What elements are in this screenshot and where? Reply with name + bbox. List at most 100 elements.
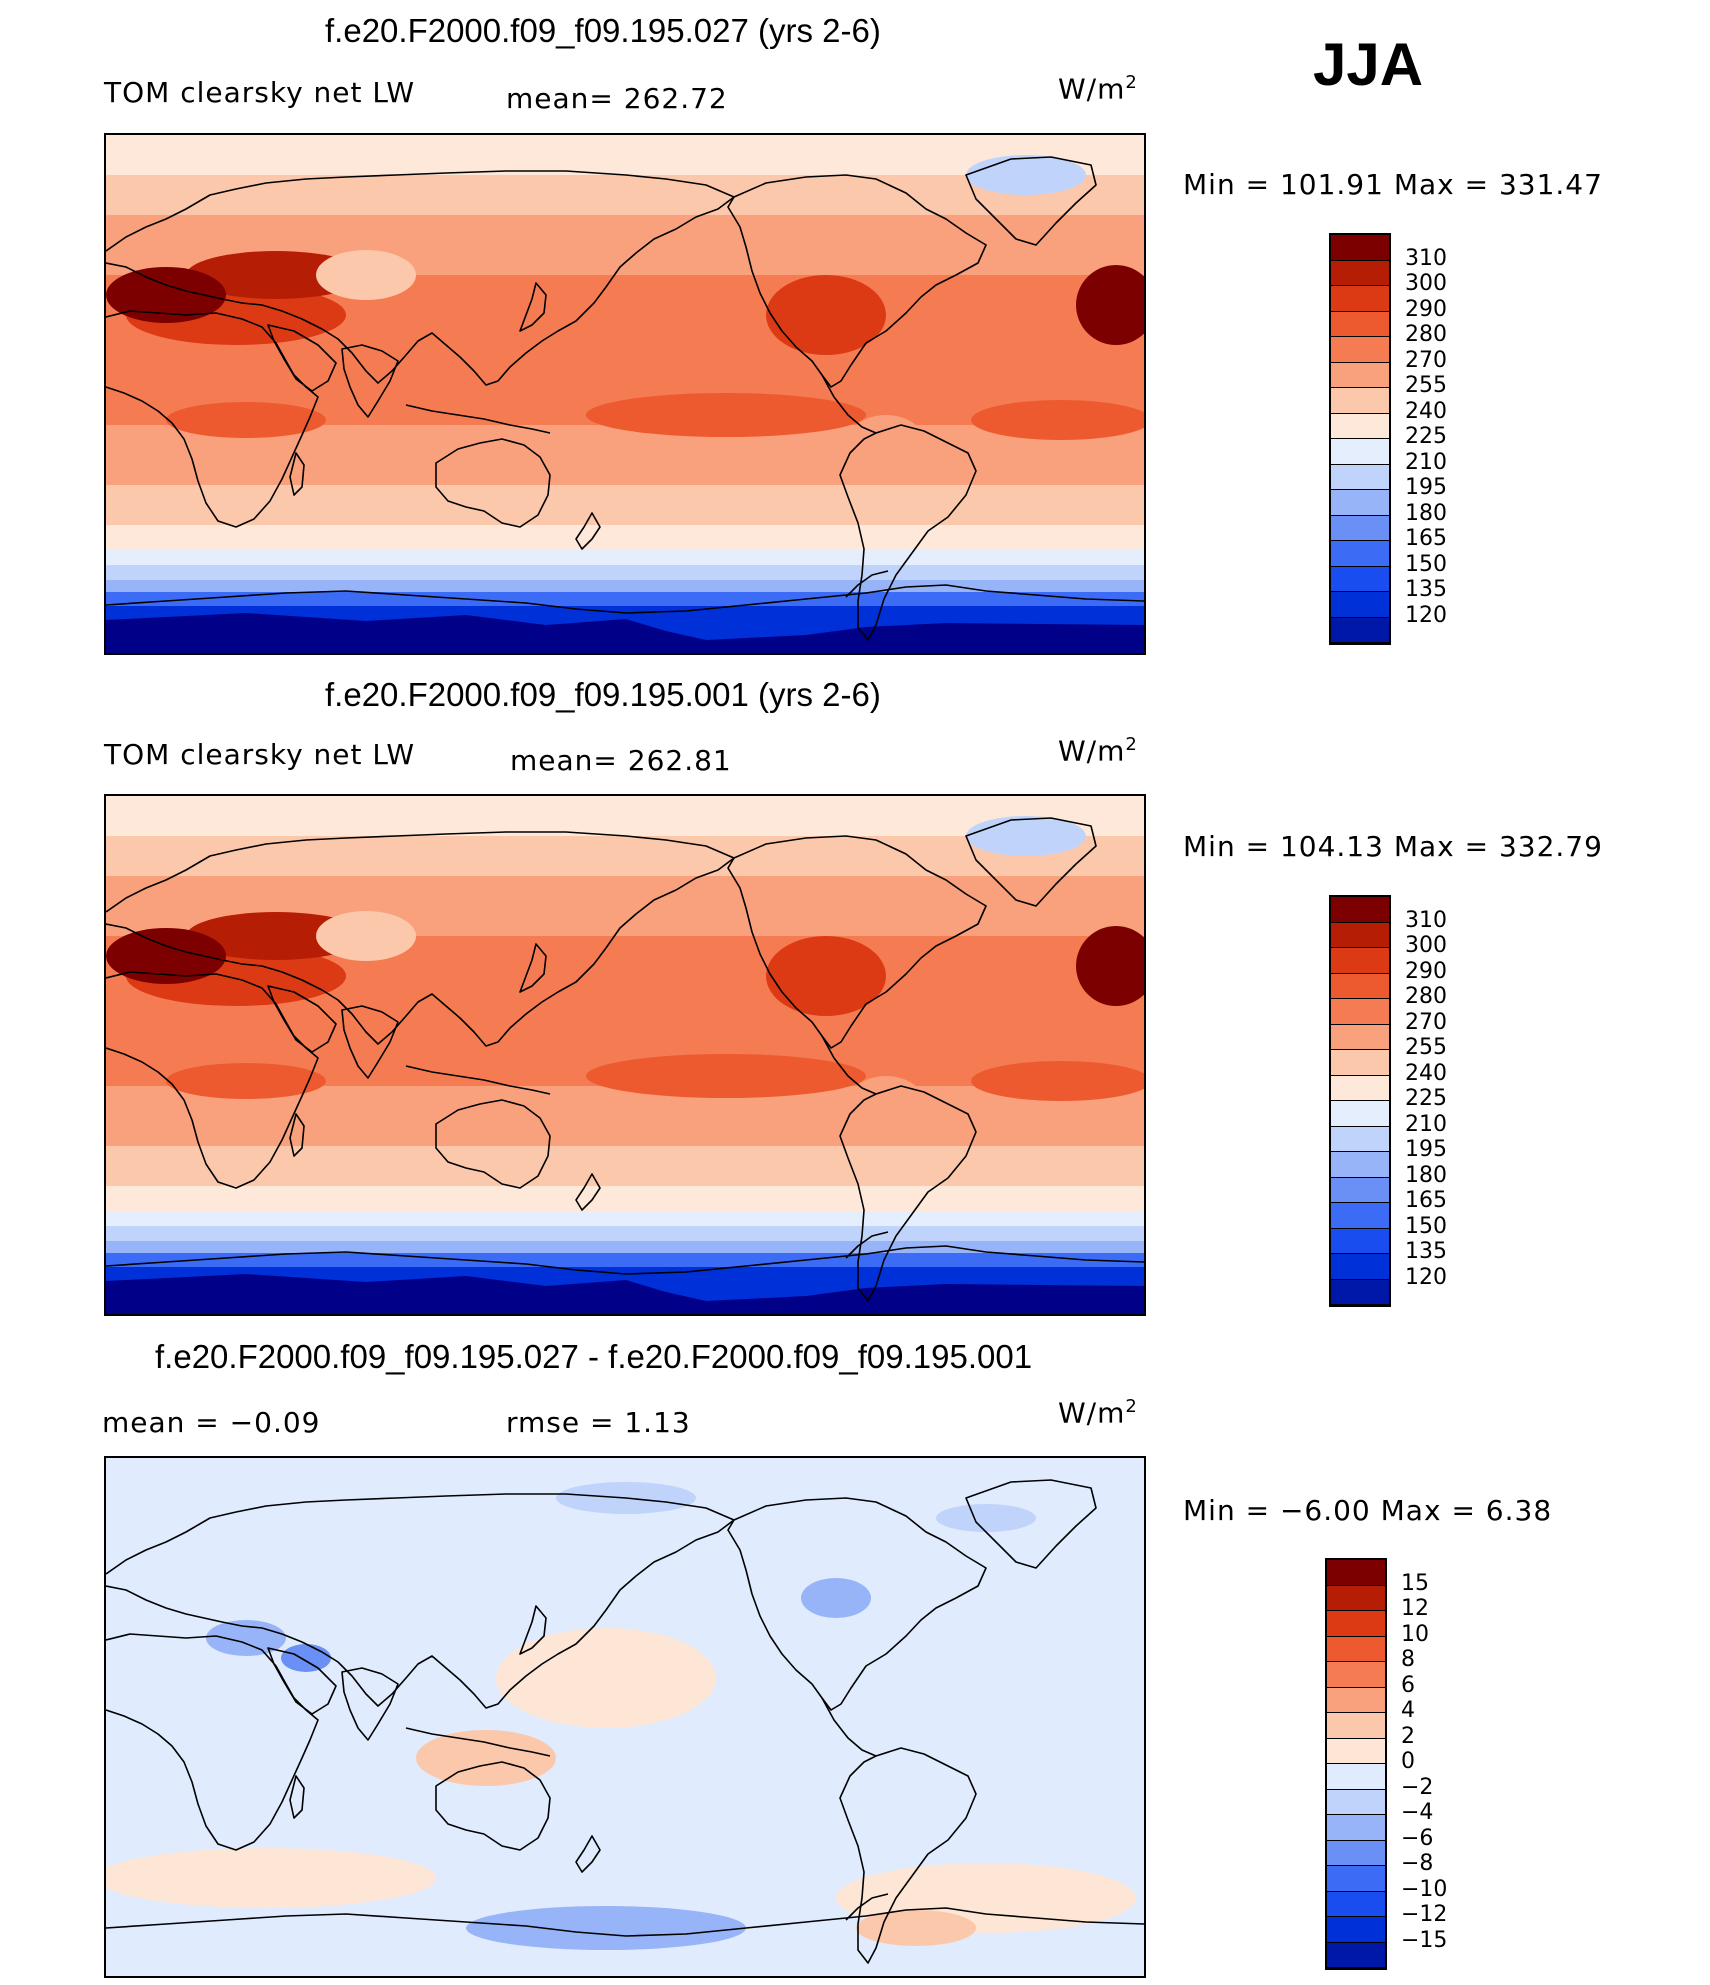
colorbar-box xyxy=(1327,1917,1385,1943)
colorbar-tick-label: 300 xyxy=(1405,933,1447,958)
coastline-arabia xyxy=(267,324,337,392)
colorbar-tick-label: 290 xyxy=(1405,958,1447,984)
field-band-polar-4 xyxy=(106,1253,1144,1267)
colorbar-box xyxy=(1327,1560,1385,1586)
panel-2-map-field xyxy=(106,796,1144,1314)
colorbar-tick-label: 300 xyxy=(1405,271,1447,296)
panel-3-map-field xyxy=(106,1458,1144,1976)
colorbar-tick-label: −12 xyxy=(1401,1902,1448,1927)
panel-3-mean-label: mean = −0.09 xyxy=(102,1406,321,1439)
coastline-newzealand xyxy=(575,1835,601,1873)
colorbar-tick-label: 120 xyxy=(1405,1264,1447,1290)
colorbar-box xyxy=(1327,1789,1385,1815)
panel-1-variable-label: TOM clearsky net LW xyxy=(104,76,416,109)
panel-1-min-max: Min = 101.91 Max = 331.47 xyxy=(1183,168,1603,201)
colorbar-tick-label: 270 xyxy=(1405,1009,1447,1035)
field-region-tibet xyxy=(316,911,416,961)
colorbar-tick-label: −2 xyxy=(1401,1774,1434,1800)
field-region-southern-negative xyxy=(466,1906,746,1950)
field-region-indian-warm xyxy=(166,402,326,438)
panel-2-units: W/m2 xyxy=(1058,734,1138,768)
colorbar-tick-label: 120 xyxy=(1405,602,1447,628)
coastline-madagascar xyxy=(289,1113,305,1157)
colorbar-box xyxy=(1331,515,1389,541)
panel-3-rmse-label: rmse = 1.13 xyxy=(506,1406,691,1439)
coastline-india xyxy=(341,1005,399,1079)
colorbar-tick-label: 8 xyxy=(1401,1647,1415,1672)
colorbar-box xyxy=(1331,922,1389,948)
coastline-africa xyxy=(106,971,319,1189)
colorbar-tick-label: 0 xyxy=(1401,1749,1415,1774)
colorbar-box xyxy=(1331,541,1389,567)
coastline-northamerica xyxy=(727,835,987,1049)
colorbar-box xyxy=(1331,337,1389,363)
coastline-japan xyxy=(519,943,547,993)
coastline-greenland xyxy=(965,1479,1097,1569)
colorbar-tick-label: 270 xyxy=(1405,347,1447,373)
colorbar-tick-label: −4 xyxy=(1401,1800,1434,1825)
panel-3-colorbar xyxy=(1325,1558,1387,1970)
colorbar-tick-label: 165 xyxy=(1405,526,1447,551)
colorbar-tick-label: 195 xyxy=(1405,475,1447,500)
season-label: JJA xyxy=(1313,31,1424,98)
colorbar-tick-label: 240 xyxy=(1405,398,1447,424)
panel-3-min-max: Min = −6.00 Max = 6.38 xyxy=(1183,1494,1553,1527)
colorbar-tick-label: 310 xyxy=(1405,907,1447,933)
colorbar-tick-label: 255 xyxy=(1405,373,1447,398)
coastline-northamerica xyxy=(727,1497,987,1711)
colorbar-tick-label: 255 xyxy=(1405,1035,1447,1060)
colorbar-tick-label: 310 xyxy=(1405,245,1447,271)
colorbar-tick-label: 135 xyxy=(1405,577,1447,602)
field-band-polar-3 xyxy=(106,580,1144,592)
coastline-newzealand xyxy=(575,1173,601,1211)
coastline-indonesia xyxy=(405,1065,551,1095)
colorbar-box xyxy=(1331,1101,1389,1127)
coastline-northamerica xyxy=(727,174,987,388)
colorbar-box xyxy=(1331,286,1389,312)
coastline-greenland xyxy=(965,817,1097,907)
colorbar-tick-label: −15 xyxy=(1401,1927,1448,1953)
coastline-indonesia xyxy=(405,1727,551,1757)
colorbar-box xyxy=(1331,413,1389,439)
panel-2-variable-label: TOM clearsky net LW xyxy=(104,738,416,771)
panel-2-mean-label: mean= 262.81 xyxy=(510,744,732,777)
colorbar-tick-label: −8 xyxy=(1401,1851,1434,1876)
colorbar-tick-label: 280 xyxy=(1405,322,1447,347)
field-region-east-atlantic xyxy=(1076,926,1144,1006)
coastline-africa xyxy=(106,1633,319,1851)
colorbar-box xyxy=(1327,1713,1385,1739)
coastline-centralamerica xyxy=(821,1035,877,1095)
coastline-africa xyxy=(106,310,319,528)
colorbar-box xyxy=(1327,1636,1385,1662)
colorbar-box xyxy=(1331,311,1389,337)
coastline-centralamerica xyxy=(821,374,877,434)
colorbar-tick-label: 2 xyxy=(1401,1723,1415,1749)
panel-1-title: f.e20.F2000.f09_f09.195.027 (yrs 2-6) xyxy=(325,12,881,49)
field-band-polar-1 xyxy=(106,550,1144,565)
coastline xyxy=(106,817,1144,1302)
coastline-europeasia xyxy=(106,170,735,386)
field-region-arabia-negative xyxy=(206,1620,286,1656)
colorbar-box xyxy=(1331,388,1389,414)
colorbar-box xyxy=(1327,1866,1385,1892)
coastline-europeasia xyxy=(106,1493,735,1709)
colorbar-box xyxy=(1331,897,1389,923)
colorbar-tick-label: 225 xyxy=(1405,424,1447,449)
colorbar-tick-label: 225 xyxy=(1405,1086,1447,1111)
colorbar-box xyxy=(1331,617,1389,643)
coastline-antarcticpeninsula xyxy=(845,1231,889,1259)
field-region-australia-positive xyxy=(416,1730,556,1786)
colorbar-box xyxy=(1331,973,1389,999)
colorbar-box xyxy=(1327,1942,1385,1968)
colorbar-box xyxy=(1327,1611,1385,1637)
colorbar-box xyxy=(1331,1177,1389,1203)
coastline-southamerica xyxy=(839,1747,977,1964)
coastline-australia xyxy=(435,438,551,528)
coastline-europeasia xyxy=(106,831,735,1047)
colorbar-box xyxy=(1331,1024,1389,1050)
colorbar-box xyxy=(1331,999,1389,1025)
field-region-east-atlantic xyxy=(1076,265,1144,345)
colorbar-box xyxy=(1331,362,1389,388)
colorbar-box xyxy=(1327,1585,1385,1611)
panel-2-colorbar xyxy=(1329,895,1391,1307)
